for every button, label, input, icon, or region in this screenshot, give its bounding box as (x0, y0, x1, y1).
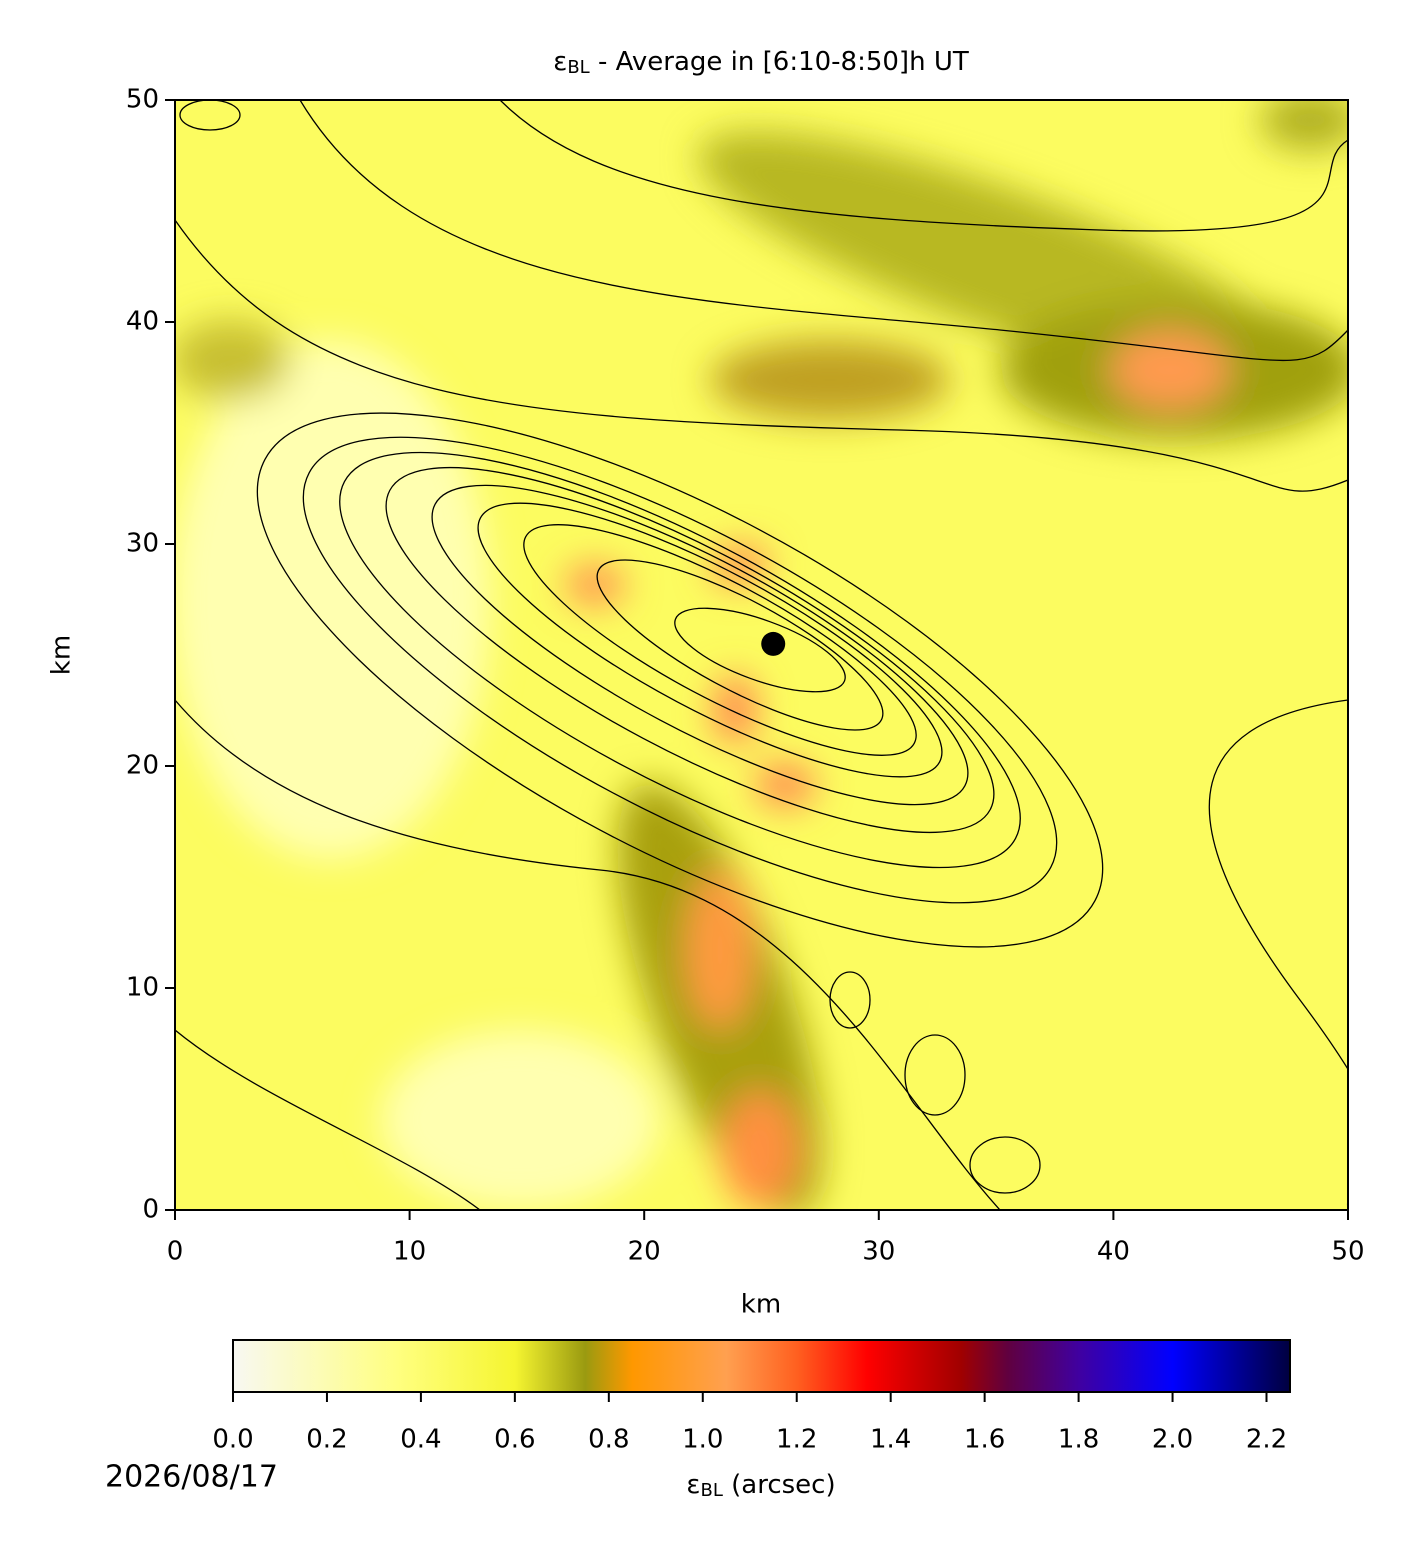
y-tick-label: 40 (126, 307, 159, 337)
colorbar (232, 1339, 1291, 1393)
colorbar-tick-label: 0.6 (494, 1425, 535, 1455)
site-marker (761, 631, 786, 656)
colorbar-tick-label: 0.8 (588, 1425, 629, 1455)
colorbar-label-subscript: BL (700, 1480, 722, 1501)
title-symbol: ε (553, 47, 567, 77)
x-tick-label: 10 (393, 1237, 426, 1267)
colorbar-label: εBL (arcsec) (686, 1470, 835, 1502)
colorbar-tick-label: 0.2 (306, 1425, 347, 1455)
x-tick-label: 40 (1097, 1237, 1130, 1267)
colorbar-tick-label: 1.0 (682, 1425, 723, 1455)
field (175, 100, 1348, 1210)
x-tick-label: 0 (167, 1237, 184, 1267)
x-tick-label: 20 (628, 1237, 661, 1267)
y-tick-label: 0 (142, 1195, 159, 1225)
colorbar-tick-label: 1.8 (1058, 1425, 1099, 1455)
x-tick-label: 30 (862, 1237, 895, 1267)
colorbar-tick-label: 2.2 (1246, 1425, 1287, 1455)
colorbar-label-text: (arcsec) (723, 1470, 836, 1500)
y-tick-label: 10 (126, 973, 159, 1003)
contour-lines (175, 100, 1348, 1210)
colorbar-tick-label: 2.0 (1152, 1425, 1193, 1455)
colorbar-tick-label: 0.4 (400, 1425, 441, 1455)
x-tick-label: 50 (1331, 1237, 1364, 1267)
y-tick-label: 30 (126, 529, 159, 559)
x-axis-label: km (741, 1290, 781, 1320)
y-axis-label: km (47, 635, 77, 675)
y-tick-label: 50 (126, 85, 159, 115)
title-text: - Average in [6:10-8:50]h UT (590, 47, 969, 77)
plot-frame (174, 99, 1349, 1211)
title-subscript: BL (567, 57, 589, 78)
colorbar-tick-label: 1.6 (964, 1425, 1005, 1455)
colorbar-tick-label: 1.4 (870, 1425, 911, 1455)
colorbar-tick-label: 1.2 (776, 1425, 817, 1455)
y-tick-label: 20 (126, 751, 159, 781)
date: 2026/08/17 (105, 1460, 278, 1495)
colorbar-label-symbol: ε (686, 1470, 700, 1500)
chart-title: εBL - Average in [6:10-8:50]h UT (553, 47, 969, 79)
colorbar-tick-label: 0.0 (212, 1425, 253, 1455)
